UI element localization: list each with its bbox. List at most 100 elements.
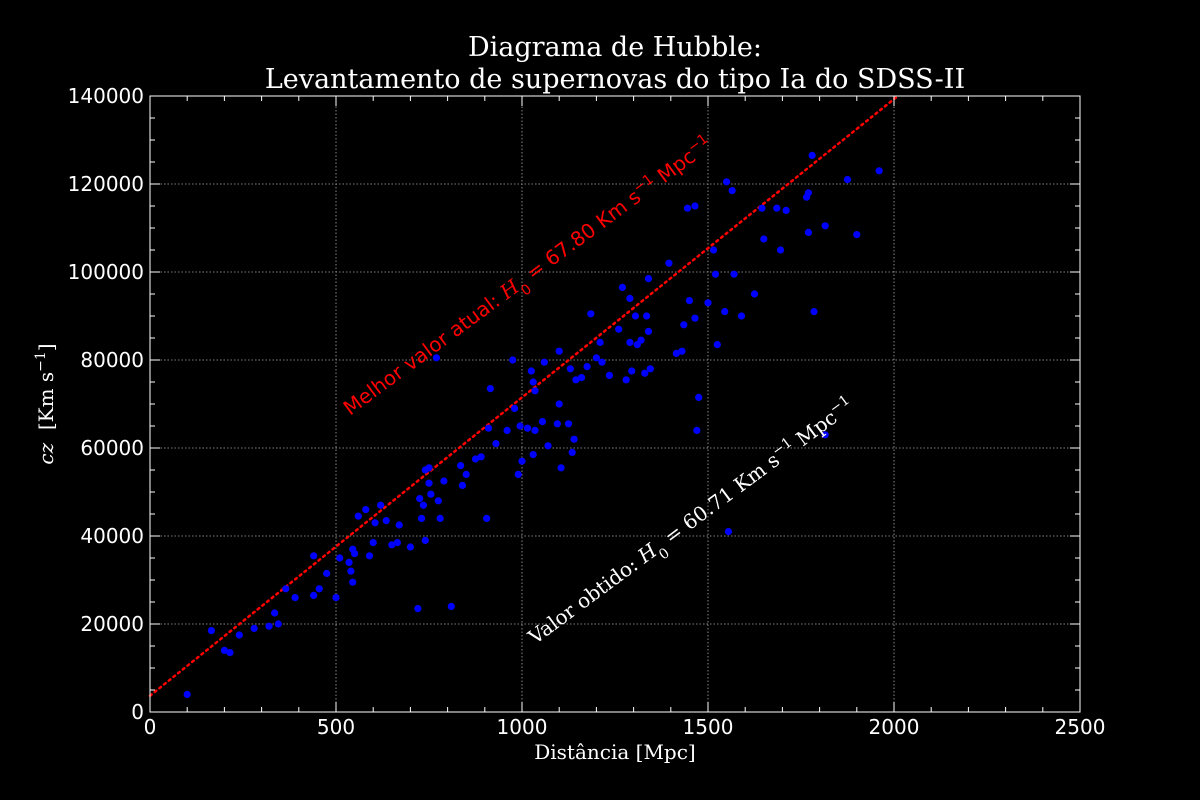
data-point xyxy=(440,477,448,485)
x-tick-label: 500 xyxy=(317,715,355,739)
data-point xyxy=(646,365,654,373)
data-point xyxy=(540,358,548,366)
y-tick-label: 40000 xyxy=(80,524,144,548)
data-point xyxy=(808,151,816,159)
data-point xyxy=(354,512,362,520)
data-point xyxy=(713,341,721,349)
data-point xyxy=(644,327,653,335)
data-points xyxy=(183,151,883,699)
data-point xyxy=(349,578,357,586)
y-tick-label: 20000 xyxy=(80,612,144,636)
data-point xyxy=(291,594,299,602)
grid-lines xyxy=(150,96,1080,712)
data-point xyxy=(336,554,344,562)
data-point xyxy=(416,495,424,503)
data-point xyxy=(821,431,829,439)
x-tick-label: 1500 xyxy=(683,715,734,739)
data-point xyxy=(529,451,537,459)
data-point xyxy=(250,624,258,633)
data-point xyxy=(427,490,435,498)
data-point xyxy=(672,349,680,357)
data-point xyxy=(434,497,442,505)
data-point xyxy=(577,374,586,382)
x-tick-label: 2000 xyxy=(869,715,920,739)
data-point xyxy=(605,371,614,379)
data-point xyxy=(665,259,673,267)
data-point xyxy=(529,378,537,386)
data-point xyxy=(371,519,379,527)
y-axis-var: cz xyxy=(34,442,58,464)
data-point xyxy=(723,178,731,186)
data-point xyxy=(592,354,601,362)
data-point xyxy=(583,363,591,371)
data-point xyxy=(516,422,524,430)
data-point xyxy=(564,420,573,428)
data-point xyxy=(471,455,480,463)
data-point xyxy=(615,325,623,333)
data-point xyxy=(425,479,433,487)
data-point xyxy=(683,204,692,212)
y-tick-label: 80000 xyxy=(80,348,144,372)
data-point xyxy=(382,517,390,525)
data-point xyxy=(531,426,539,434)
data-point xyxy=(693,426,701,434)
x-tick-label: 2500 xyxy=(1055,715,1106,739)
data-point xyxy=(641,369,649,377)
data-point xyxy=(680,321,688,329)
data-point xyxy=(492,440,500,448)
data-point xyxy=(315,585,323,593)
data-point xyxy=(724,528,733,536)
data-point xyxy=(875,167,883,175)
y-tick-label: 100000 xyxy=(68,260,144,284)
data-point xyxy=(447,602,455,611)
data-point xyxy=(518,457,526,465)
data-point xyxy=(425,464,433,472)
data-point xyxy=(377,501,385,509)
data-point xyxy=(810,308,818,316)
data-point xyxy=(737,312,746,320)
data-point xyxy=(643,312,651,320)
data-point xyxy=(598,358,606,366)
data-point xyxy=(758,204,766,212)
data-point xyxy=(626,338,634,346)
data-point xyxy=(587,310,595,318)
data-point xyxy=(843,176,852,184)
data-point xyxy=(235,631,243,639)
data-point xyxy=(568,448,576,456)
data-point xyxy=(704,299,712,307)
data-point xyxy=(432,354,441,362)
data-point xyxy=(821,222,829,230)
y-tick-label: 140000 xyxy=(68,84,144,108)
data-point xyxy=(628,367,636,375)
data-point xyxy=(417,514,426,523)
y-tick-label: 60000 xyxy=(80,436,144,460)
data-point xyxy=(804,189,813,197)
data-point xyxy=(323,569,331,578)
data-point xyxy=(395,521,403,529)
data-point xyxy=(310,591,318,600)
data-point xyxy=(531,387,539,395)
data-point xyxy=(644,275,653,283)
data-point xyxy=(773,204,781,212)
data-point xyxy=(483,514,491,523)
data-point xyxy=(274,620,282,628)
data-point xyxy=(421,536,429,545)
data-point xyxy=(486,385,494,393)
data-point xyxy=(685,297,694,305)
data-point xyxy=(695,393,703,401)
data-point xyxy=(484,424,493,432)
data-point xyxy=(555,347,563,355)
data-point xyxy=(226,649,234,657)
data-point xyxy=(553,420,561,428)
chart-title-line-2: Levantamento de supernovas do tipo Ia do… xyxy=(265,64,965,95)
data-point xyxy=(458,481,467,489)
data-point xyxy=(618,283,627,291)
data-point xyxy=(691,202,699,210)
data-point xyxy=(527,367,535,375)
data-point xyxy=(369,539,377,547)
data-point xyxy=(728,187,736,195)
data-point xyxy=(345,558,353,567)
data-point xyxy=(419,501,428,509)
